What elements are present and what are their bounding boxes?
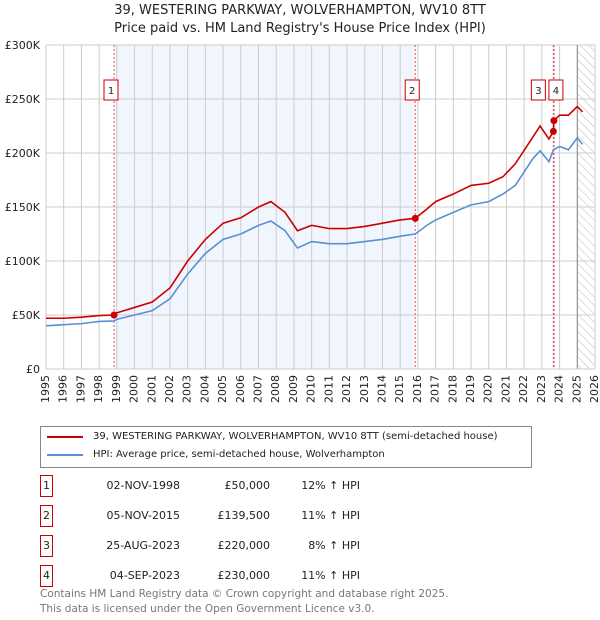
x-tick-label: 2001 — [145, 375, 158, 403]
x-tick-label: 2002 — [163, 375, 176, 403]
sale-row: 3 25-AUG-2023 £220,000 8% ↑ HPI — [40, 535, 400, 557]
x-tick-label: 2021 — [499, 375, 512, 403]
sale-point — [549, 127, 557, 135]
sale-label-box — [404, 79, 420, 101]
sale-price: £220,000 — [217, 539, 271, 552]
sale-point — [411, 214, 419, 222]
sale-label-box — [103, 79, 119, 101]
y-tick-label: £0 — [26, 363, 40, 376]
sale-number-badge: 4 — [40, 565, 53, 587]
x-tick-label: 2018 — [446, 375, 459, 403]
sale-date: 02-NOV-1998 — [106, 479, 180, 492]
sale-date: 25-AUG-2023 — [106, 539, 180, 552]
x-tick-label: 2016 — [411, 375, 424, 403]
x-tick-label: 2014 — [375, 375, 388, 403]
sale-date: 04-SEP-2023 — [109, 569, 180, 582]
x-tick-label: 2015 — [393, 375, 406, 403]
x-tick-label: 1995 — [39, 375, 52, 403]
sale-label-box — [548, 79, 564, 101]
chart-title: 39, WESTERING PARKWAY, WOLVERHAMPTON, WV… — [114, 3, 486, 18]
x-tick-label: 2026 — [588, 375, 600, 403]
sale-label: 1 — [108, 86, 114, 97]
x-tick-label: 2009 — [287, 375, 300, 403]
y-tick-label: £250K — [5, 93, 41, 106]
sale-hpi-diff: 11% ↑ HPI — [301, 509, 360, 522]
sale-hpi-diff: 8% ↑ HPI — [308, 539, 360, 552]
legend-swatch-blue — [47, 453, 83, 456]
sale-date: 05-NOV-2015 — [106, 509, 180, 522]
x-tick-label: 2005 — [216, 375, 229, 403]
x-tick-label: 2023 — [535, 375, 548, 403]
sale-hpi-diff: 12% ↑ HPI — [301, 479, 360, 492]
x-tick-label: 2000 — [128, 375, 141, 403]
footer-licence: This data is licensed under the Open Gov… — [40, 603, 375, 615]
x-tick-label: 2025 — [570, 375, 583, 403]
sale-label: 3 — [535, 86, 541, 97]
sale-price: £230,000 — [217, 569, 271, 582]
y-tick-label: £100K — [5, 255, 41, 268]
chart-subtitle: Price paid vs. HM Land Registry's House … — [114, 21, 486, 36]
sale-row: 2 05-NOV-2015 £139,500 11% ↑ HPI — [40, 505, 400, 527]
x-tick-label: 2010 — [305, 375, 318, 403]
sale-price: £50,000 — [224, 479, 271, 492]
hpi-line — [45, 136, 584, 327]
y-tick-label: £200K — [5, 147, 41, 160]
x-tick-label: 2006 — [234, 375, 247, 403]
sale-point — [110, 311, 118, 319]
legend-swatch-red — [47, 435, 83, 438]
x-tick-label: 2003 — [181, 375, 194, 403]
sale-point — [550, 117, 558, 125]
price-paid-line — [46, 105, 584, 320]
x-tick-label: 2011 — [322, 375, 335, 403]
x-tick-label: 2004 — [198, 375, 211, 403]
y-tick-label: £300K — [5, 39, 41, 52]
legend: 39, WESTERING PARKWAY, WOLVERHAMPTON, WV… — [40, 426, 532, 468]
y-tick-label: £50K — [12, 309, 41, 322]
x-tick-label: 1998 — [92, 375, 105, 403]
x-tick-label: 2020 — [482, 375, 495, 403]
sale-price: £139,500 — [217, 509, 271, 522]
x-tick-label: 2013 — [358, 375, 371, 403]
x-tick-label: 2007 — [252, 375, 265, 403]
legend-label: 39, WESTERING PARKWAY, WOLVERHAMPTON, WV… — [93, 431, 498, 442]
sale-hpi-diff: 11% ↑ HPI — [301, 569, 360, 582]
x-tick-label: 2017 — [429, 375, 442, 403]
y-tick-label: £150K — [5, 201, 41, 214]
x-tick-label: 1997 — [74, 375, 87, 403]
x-tick-label: 1996 — [57, 375, 70, 403]
sale-row: 4 04-SEP-2023 £230,000 11% ↑ HPI — [40, 565, 400, 587]
x-tick-label: 2019 — [464, 375, 477, 403]
sale-number-badge: 3 — [40, 535, 53, 557]
sale-number-badge: 1 — [40, 475, 53, 497]
x-tick-label: 1999 — [110, 375, 123, 403]
x-tick-label: 2024 — [553, 375, 566, 403]
sale-label-box — [530, 79, 546, 101]
sale-row: 1 02-NOV-1998 £50,000 12% ↑ HPI — [40, 475, 400, 497]
legend-item-property: 39, WESTERING PARKWAY, WOLVERHAMPTON, WV… — [47, 431, 498, 442]
x-tick-label: 2022 — [517, 375, 530, 403]
sale-number-badge: 2 — [40, 505, 53, 527]
footer-copyright: Contains HM Land Registry data © Crown c… — [40, 588, 449, 600]
sale-label: 4 — [553, 86, 559, 97]
legend-label: HPI: Average price, semi-detached house,… — [93, 449, 385, 460]
sale-label: 2 — [409, 86, 415, 97]
x-tick-label: 2008 — [269, 375, 282, 403]
plot-area: 1995 1996 1997 1998 1999 2000 2001 2002 2003 2004… — [5, 39, 600, 403]
x-tick-label: 2012 — [340, 375, 353, 403]
legend-item-hpi: HPI: Average price, semi-detached house,… — [47, 449, 385, 460]
